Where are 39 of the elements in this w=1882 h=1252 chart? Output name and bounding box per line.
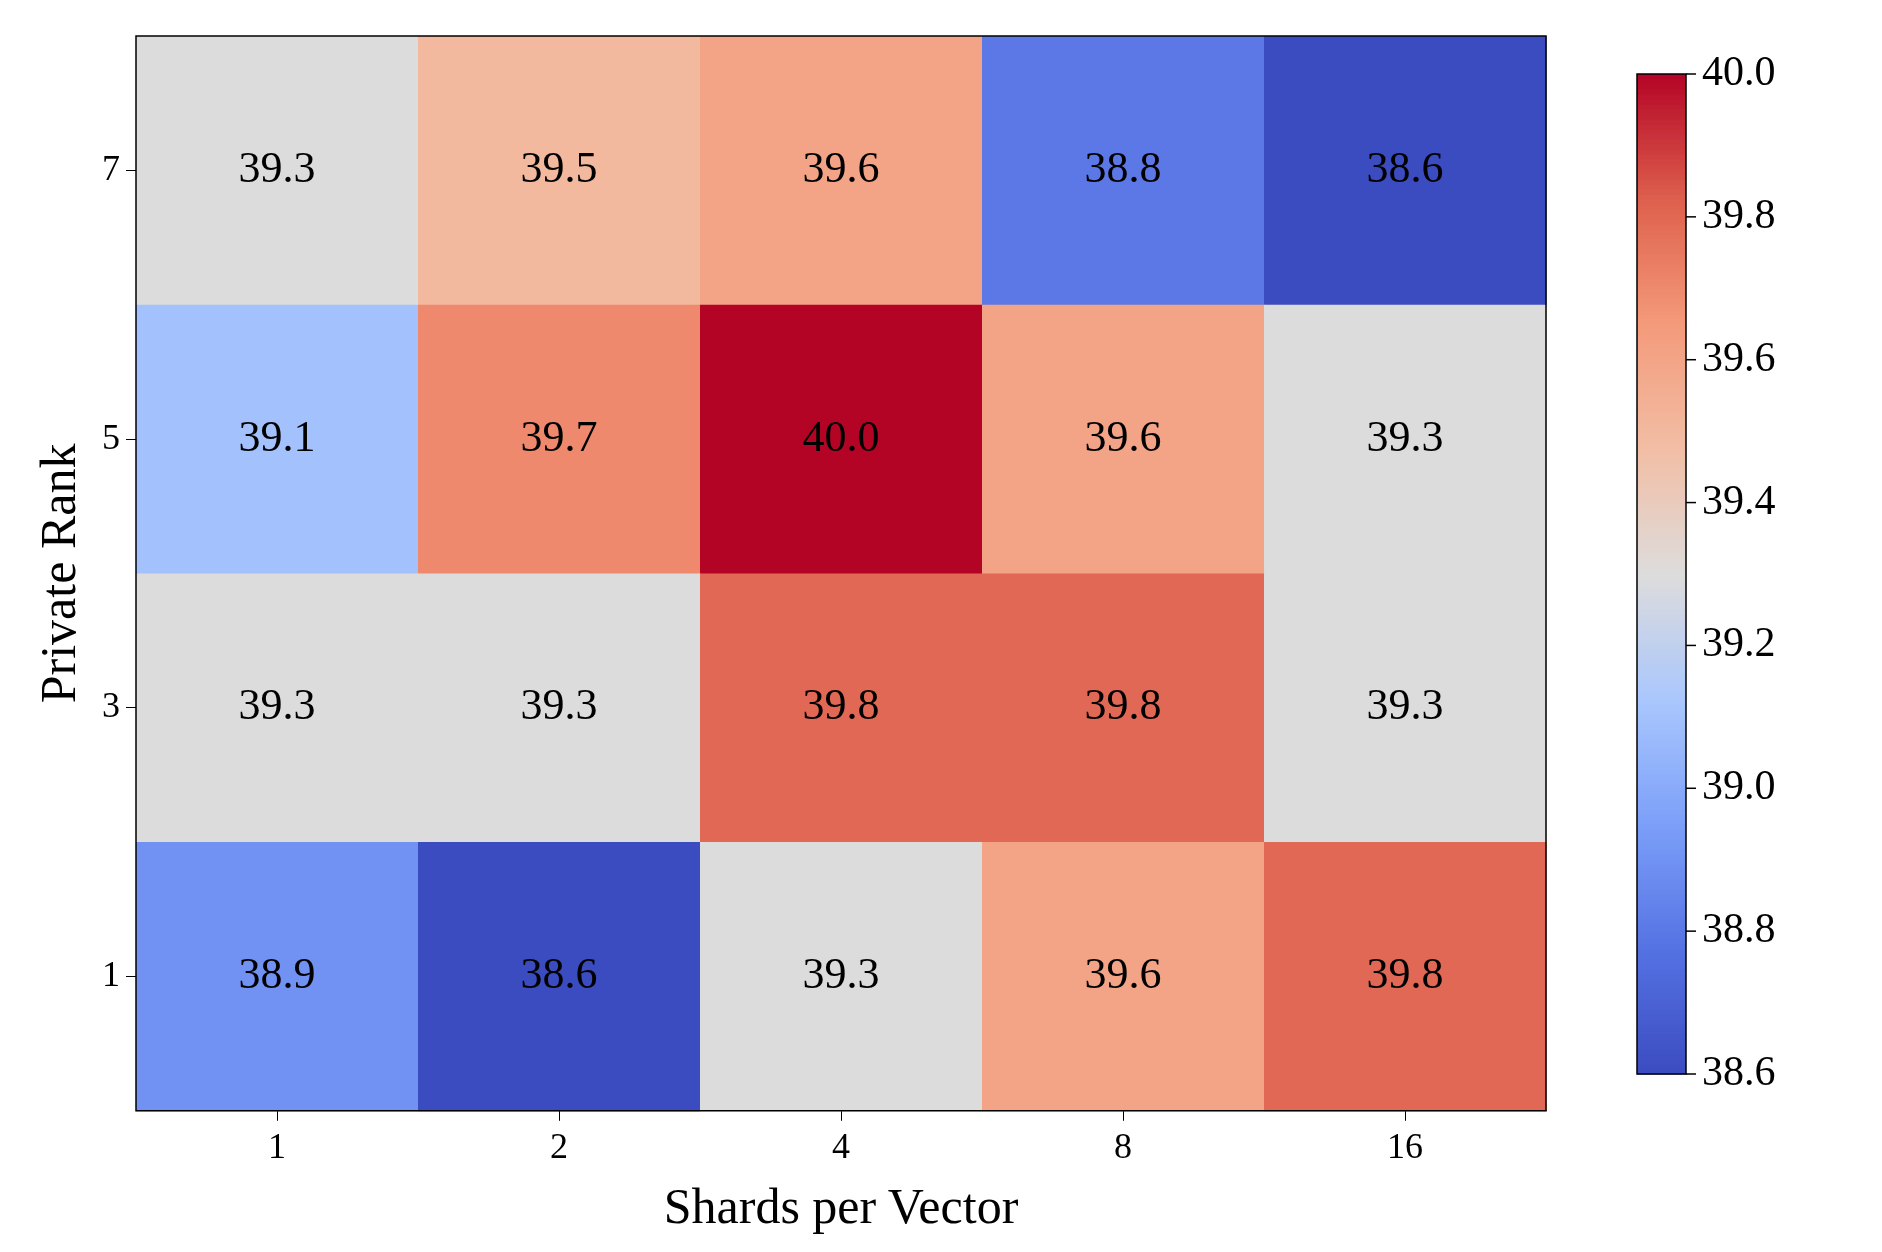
color-bar-label: 38.6 bbox=[1702, 1048, 1776, 1095]
x-axis-title: Shards per Vector bbox=[663, 1178, 1019, 1235]
data-label: 39.6 bbox=[802, 142, 880, 192]
data-label: 38.9 bbox=[238, 949, 316, 999]
data-label: 38.8 bbox=[1084, 142, 1162, 192]
data-label: 39.3 bbox=[238, 680, 316, 730]
data-label: 39.1 bbox=[238, 411, 316, 461]
data-label: 39.7 bbox=[520, 411, 598, 461]
y-tick-label: 5 bbox=[102, 416, 120, 457]
data-label: 39.8 bbox=[1366, 949, 1444, 999]
data-label: 39.3 bbox=[802, 949, 880, 999]
x-tick-label: 1 bbox=[268, 1125, 286, 1166]
data-label: 38.6 bbox=[1366, 142, 1444, 192]
x-tick-label: 8 bbox=[1114, 1125, 1132, 1166]
color-bar-label: 39.0 bbox=[1702, 762, 1776, 809]
data-label: 39.3 bbox=[520, 680, 598, 730]
color-bar-label: 39.2 bbox=[1702, 619, 1776, 666]
data-label: 39.6 bbox=[1084, 411, 1162, 461]
x-tick-label: 16 bbox=[1387, 1125, 1423, 1166]
data-label: 38.6 bbox=[520, 949, 598, 999]
data-label: 39.8 bbox=[1084, 680, 1162, 730]
data-label: 39.8 bbox=[802, 680, 880, 730]
data-label: 39.3 bbox=[1366, 411, 1444, 461]
color-bar-label: 39.8 bbox=[1702, 190, 1776, 237]
y-tick-label: 1 bbox=[102, 953, 120, 994]
color-bar-label: 39.6 bbox=[1702, 333, 1776, 380]
data-label: 40.0 bbox=[802, 411, 880, 461]
color-bar-label: 39.4 bbox=[1702, 476, 1776, 523]
x-tick-label: 4 bbox=[832, 1125, 850, 1166]
data-label: 39.5 bbox=[520, 142, 598, 192]
data-label: 39.3 bbox=[238, 142, 316, 192]
y-axis-title: Private Rank bbox=[30, 443, 87, 704]
data-label: 39.6 bbox=[1084, 949, 1162, 999]
color-bar-label: 40.0 bbox=[1702, 48, 1776, 95]
data-label: 39.3 bbox=[1366, 680, 1444, 730]
y-tick-label: 7 bbox=[102, 147, 120, 188]
color-bar-label: 38.8 bbox=[1702, 905, 1776, 952]
x-tick-label: 2 bbox=[550, 1125, 568, 1166]
y-tick-label: 3 bbox=[102, 685, 120, 726]
